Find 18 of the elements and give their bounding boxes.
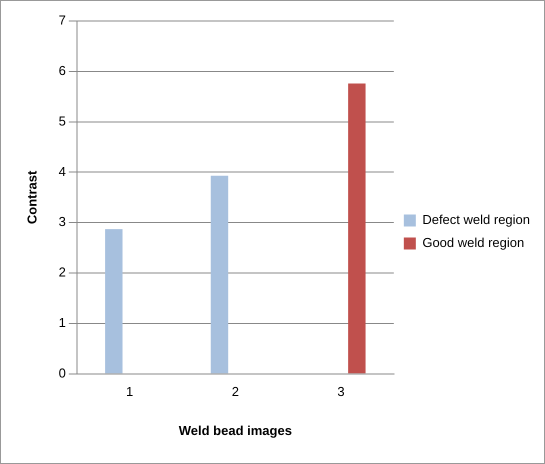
y-tick-label: 2 [58,264,66,280]
bar [210,176,228,374]
y-tick-label: 4 [58,164,66,179]
x-tick-label: 2 [232,384,239,400]
x-tick-label: 1 [126,384,134,400]
y-tick-label: 7 [58,12,66,28]
x-axis-title: Weld bead images [178,422,292,438]
y-tick-label: 1 [58,314,66,330]
x-tick-label: 3 [337,384,345,400]
y-axis-title: Contrast [24,170,40,224]
y-tick-label: 0 [58,365,66,380]
y-tick-label: 5 [58,113,66,128]
bar [105,229,123,374]
y-tick-label: 3 [58,214,66,230]
bar [348,83,366,374]
legend-label: Good weld region [422,235,524,250]
legend-label: Defect weld region [422,212,530,228]
y-tick-label: 6 [58,62,66,78]
